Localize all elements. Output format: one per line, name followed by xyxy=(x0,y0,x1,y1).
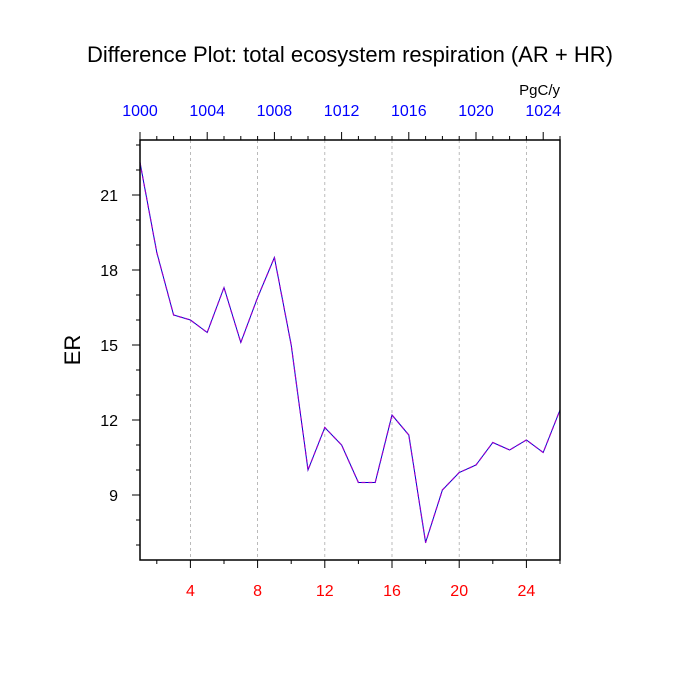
series-layer xyxy=(139,161,561,544)
data-point xyxy=(509,449,511,451)
bottom-tick-label: 16 xyxy=(383,583,401,600)
left-tick-label: 18 xyxy=(100,263,118,280)
data-point xyxy=(542,451,544,454)
data-point xyxy=(240,341,242,344)
data-point xyxy=(206,331,208,334)
data-point xyxy=(189,319,191,321)
chart-title: Difference Plot: total ecosystem respira… xyxy=(87,42,613,67)
data-point xyxy=(408,434,410,436)
bottom-tick-label: 24 xyxy=(518,583,536,600)
series-line-base xyxy=(139,162,561,543)
bottom-tick-label: 8 xyxy=(253,583,262,600)
series-line xyxy=(139,162,561,543)
data-point xyxy=(173,314,175,316)
data-point xyxy=(290,344,292,346)
data-point xyxy=(475,464,477,466)
top-tick-label: 1016 xyxy=(391,103,427,120)
grid xyxy=(189,140,527,560)
bottom-tick-label: 12 xyxy=(316,583,334,600)
data-point xyxy=(425,541,427,544)
data-point xyxy=(458,471,460,474)
top-tick-label: 1004 xyxy=(189,103,225,120)
data-point xyxy=(341,444,343,446)
bottom-tick-label: 20 xyxy=(450,583,468,600)
top-tick-label: 1020 xyxy=(458,103,494,120)
data-point xyxy=(492,441,494,444)
left-tick-label: 12 xyxy=(100,413,118,430)
data-point xyxy=(156,251,158,254)
data-point xyxy=(357,481,359,484)
data-point xyxy=(391,414,393,416)
data-point xyxy=(374,481,376,484)
units-label: PgC/y xyxy=(519,82,560,99)
top-tick-label: 1024 xyxy=(525,103,561,120)
ticks-layer xyxy=(132,132,561,568)
bottom-tick-label: 4 xyxy=(186,583,195,600)
data-point xyxy=(441,489,443,491)
left-tick-label: 21 xyxy=(100,188,118,205)
y-axis-label: ER xyxy=(60,335,85,366)
top-tick-label: 1008 xyxy=(257,103,293,120)
plot-frame xyxy=(139,139,561,561)
data-point xyxy=(273,256,275,259)
tick-labels-layer: 4 8 12 16 20 24 1000 1004 1008 1012 1016 1020 1024 9 1… xyxy=(100,103,561,600)
top-tick-label: 1012 xyxy=(324,103,360,120)
data-point xyxy=(324,426,326,429)
data-point xyxy=(257,296,259,299)
left-tick-label: 15 xyxy=(100,338,118,355)
top-tick-label: 1000 xyxy=(122,103,158,120)
data-point xyxy=(525,439,528,441)
data-point xyxy=(223,286,225,289)
left-tick-label: 9 xyxy=(109,488,118,505)
data-point xyxy=(307,469,309,471)
